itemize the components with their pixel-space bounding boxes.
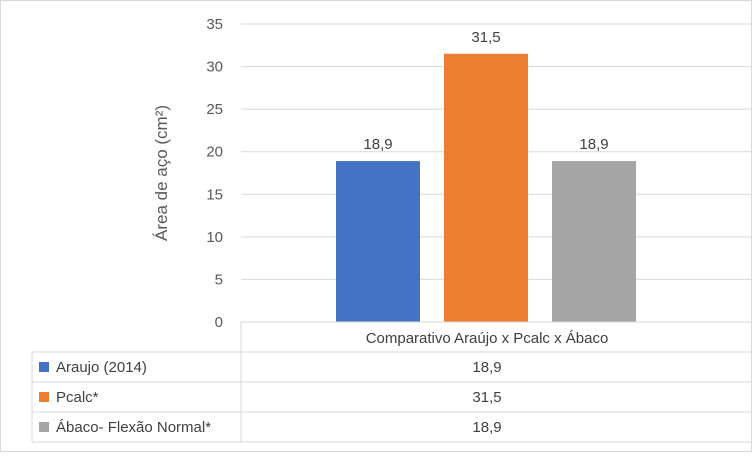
y-tick-labels: 0 5 10 15 20 25 30 35 <box>206 16 223 331</box>
data-label: 31,5 <box>471 29 500 46</box>
data-label: 18,9 <box>363 136 392 153</box>
legend-label: Araujo (2014) <box>56 359 147 376</box>
y-tick-label: 0 <box>215 314 223 331</box>
y-tick-label: 5 <box>215 271 223 288</box>
y-tick-label: 20 <box>206 144 223 161</box>
y-tick-label: 10 <box>206 229 223 246</box>
y-axis-label: Área de aço (cm²) <box>152 105 171 241</box>
data-label: 18,9 <box>579 136 608 153</box>
data-labels: 18,9 31,5 18,9 <box>363 29 608 153</box>
legend-label: Pcalc* <box>56 389 99 406</box>
legend-swatch <box>39 392 49 402</box>
y-tick-label: 15 <box>206 186 223 203</box>
y-tick-label: 35 <box>206 16 223 33</box>
data-table: Comparativo Araújo x Pcalc x Ábaco Araujo… <box>31 321 751 443</box>
y-tick-label: 25 <box>206 101 223 118</box>
legend-label: Ábaco- Flexão Normal* <box>56 419 211 436</box>
legend-swatch <box>39 422 49 432</box>
bar-2 <box>444 53 528 323</box>
bar-3 <box>552 161 636 322</box>
category-label: Comparativo Araújo x Pcalc x Ábaco <box>366 330 609 347</box>
legend-swatch <box>39 362 49 372</box>
table-value: 31,5 <box>472 389 501 406</box>
y-tick-label: 30 <box>206 59 223 76</box>
table-value: 18,9 <box>472 359 501 376</box>
table-value: 18,9 <box>472 419 501 436</box>
bars <box>336 53 636 323</box>
bar-1 <box>336 161 420 322</box>
